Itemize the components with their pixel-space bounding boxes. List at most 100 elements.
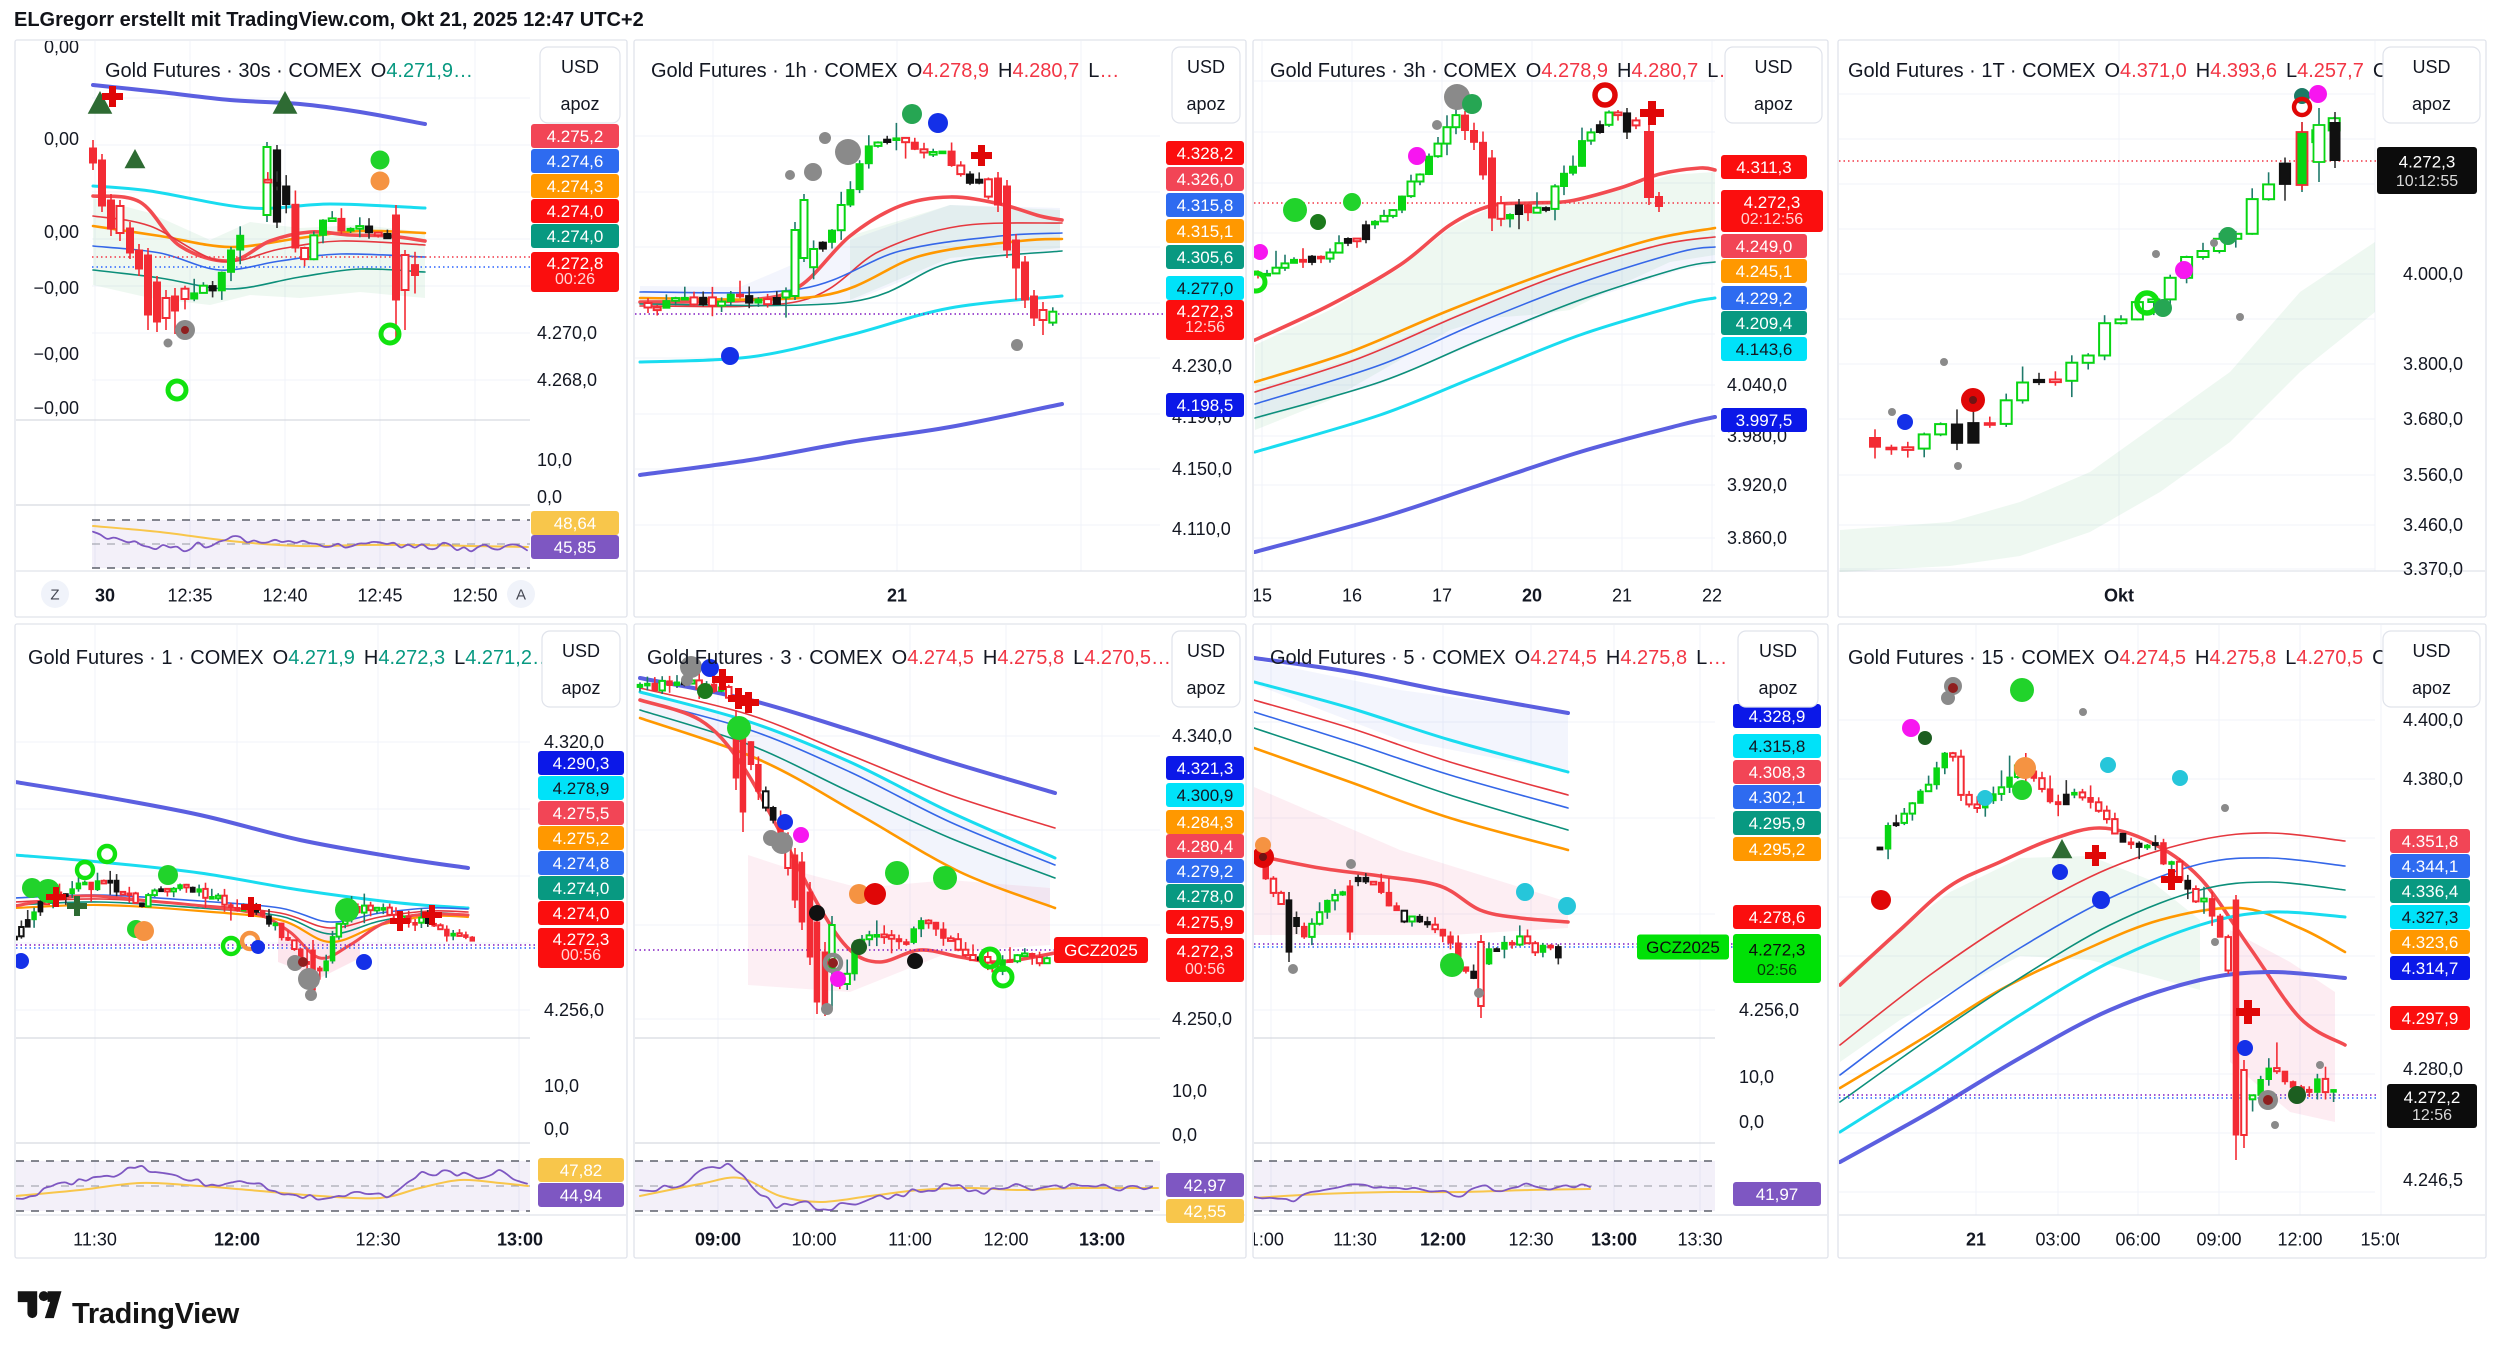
svg-text:4.280,4: 4.280,4 (1177, 837, 1234, 856)
svg-text:0,0: 0,0 (544, 1119, 569, 1139)
svg-text:4.274,0: 4.274,0 (553, 879, 610, 898)
svg-text:4.229,2: 4.229,2 (1736, 289, 1793, 308)
svg-text:4.272,3: 4.272,3 (1749, 941, 1806, 960)
svg-text:0,0: 0,0 (537, 487, 562, 507)
svg-text:apoz: apoz (1758, 678, 1797, 698)
svg-text:11:30: 11:30 (1333, 1229, 1377, 1249)
svg-text:02:56: 02:56 (1757, 962, 1797, 979)
svg-text:4.297,9: 4.297,9 (2402, 1009, 2459, 1028)
svg-text:10,0: 10,0 (537, 450, 572, 470)
svg-text:0,00: 0,00 (44, 37, 79, 57)
svg-text:21: 21 (1612, 585, 1632, 605)
svg-text:apoz: apoz (560, 94, 599, 114)
svg-text:USD: USD (2412, 641, 2450, 661)
svg-text:0,0: 0,0 (1739, 1112, 1764, 1132)
svg-text:00:56: 00:56 (1185, 961, 1225, 978)
svg-text:apoz: apoz (2412, 678, 2451, 698)
svg-text:10,0: 10,0 (1739, 1067, 1774, 1087)
svg-text:15:00: 15:00 (2360, 1229, 2405, 1249)
svg-text:13:00: 13:00 (1591, 1229, 1637, 1249)
svg-text:47,82: 47,82 (560, 1161, 603, 1180)
svg-text:apoz: apoz (1754, 94, 1793, 114)
svg-text:12:00: 12:00 (1420, 1229, 1466, 1249)
svg-text:09:00: 09:00 (2196, 1229, 2241, 1249)
svg-text:12:45: 12:45 (357, 585, 402, 605)
svg-text:−0,00: −0,00 (33, 344, 79, 364)
svg-text:4.275,9: 4.275,9 (1177, 913, 1234, 932)
svg-text:42,55: 42,55 (1184, 1202, 1227, 1221)
svg-text:USD: USD (1187, 57, 1225, 77)
svg-text:4.308,3: 4.308,3 (1749, 763, 1806, 782)
svg-text:4.274,8: 4.274,8 (553, 854, 610, 873)
svg-text:4.323,6: 4.323,6 (2402, 933, 2459, 952)
svg-text:4.315,8: 4.315,8 (1749, 737, 1806, 756)
svg-text:16: 16 (1342, 585, 1362, 605)
svg-text:12:50: 12:50 (452, 585, 497, 605)
svg-text:12:30: 12:30 (1508, 1229, 1553, 1249)
svg-text:ELGregorr erstellt mit Trading: ELGregorr erstellt mit TradingView.com, … (14, 9, 644, 31)
svg-text:4.150,0: 4.150,0 (1172, 459, 1232, 479)
svg-text:4.249,0: 4.249,0 (1736, 237, 1793, 256)
svg-text:13:00: 13:00 (497, 1229, 543, 1249)
svg-text:4.328,2: 4.328,2 (1177, 144, 1234, 163)
svg-text:Okt: Okt (2104, 585, 2134, 605)
svg-text:06:00: 06:00 (2115, 1229, 2160, 1249)
svg-text:4.344,1: 4.344,1 (2402, 857, 2459, 876)
svg-text:USD: USD (1187, 641, 1225, 661)
svg-text:4.315,1: 4.315,1 (1177, 222, 1234, 241)
svg-text:10,0: 10,0 (544, 1076, 579, 1096)
svg-text:4.274,0: 4.274,0 (547, 227, 604, 246)
svg-text:4.351,8: 4.351,8 (2402, 832, 2459, 851)
svg-text:4.245,1: 4.245,1 (1736, 262, 1793, 281)
svg-text:30: 30 (95, 585, 115, 605)
svg-text:3.370,0: 3.370,0 (2403, 559, 2463, 579)
svg-text:41,97: 41,97 (1756, 1185, 1799, 1204)
svg-text:Z: Z (50, 587, 59, 604)
svg-text:USD: USD (1754, 57, 1792, 77)
svg-text:4.278,9: 4.278,9 (553, 779, 610, 798)
svg-text:4.198,5: 4.198,5 (1177, 396, 1234, 415)
svg-text:12:30: 12:30 (355, 1229, 400, 1249)
svg-text:3.800,0: 3.800,0 (2403, 354, 2463, 374)
svg-text:4.270,0: 4.270,0 (537, 323, 597, 343)
svg-text:3.920,0: 3.920,0 (1727, 475, 1787, 495)
svg-text:12:40: 12:40 (262, 585, 307, 605)
svg-text:4.278,6: 4.278,6 (1749, 908, 1806, 927)
svg-text:4.311,3: 4.311,3 (1736, 158, 1791, 177)
svg-text:4.143,6: 4.143,6 (1736, 340, 1793, 359)
svg-text:4.380,0: 4.380,0 (2403, 769, 2463, 789)
svg-text:4.274,0: 4.274,0 (547, 202, 604, 221)
svg-text:10:12:55: 10:12:55 (2396, 173, 2458, 190)
svg-text:4.326,0: 4.326,0 (1177, 170, 1234, 189)
svg-text:3.460,0: 3.460,0 (2403, 515, 2463, 535)
svg-text:11:00: 11:00 (888, 1229, 932, 1249)
svg-text:4.277,0: 4.277,0 (1177, 279, 1234, 298)
svg-text:4.340,0: 4.340,0 (1172, 726, 1232, 746)
svg-text:4.272,3: 4.272,3 (1177, 942, 1234, 961)
svg-text:4.110,0: 4.110,0 (1172, 519, 1231, 539)
svg-text:20: 20 (1522, 585, 1542, 605)
svg-text:42,97: 42,97 (1184, 1176, 1227, 1195)
svg-text:00:26: 00:26 (555, 271, 595, 288)
svg-text:apoz: apoz (2412, 94, 2451, 114)
svg-text:12:00: 12:00 (214, 1229, 260, 1249)
svg-text:4.284,3: 4.284,3 (1177, 813, 1234, 832)
svg-text:−0,00: −0,00 (33, 278, 79, 298)
svg-text:3.860,0: 3.860,0 (1727, 528, 1787, 548)
svg-text:4.250,0: 4.250,0 (1172, 1009, 1232, 1029)
svg-text:12:00: 12:00 (2277, 1229, 2322, 1249)
svg-text:4.300,9: 4.300,9 (1177, 786, 1234, 805)
svg-text:4.209,4: 4.209,4 (1736, 314, 1793, 333)
svg-text:03:00: 03:00 (2035, 1229, 2080, 1249)
svg-text:4.272,3: 4.272,3 (1744, 193, 1801, 212)
svg-text:12:56: 12:56 (2412, 1107, 2452, 1124)
svg-text:4.275,2: 4.275,2 (547, 127, 604, 146)
svg-text:4.305,6: 4.305,6 (1177, 248, 1234, 267)
svg-text:apoz: apoz (1186, 94, 1225, 114)
svg-text:USD: USD (561, 57, 599, 77)
